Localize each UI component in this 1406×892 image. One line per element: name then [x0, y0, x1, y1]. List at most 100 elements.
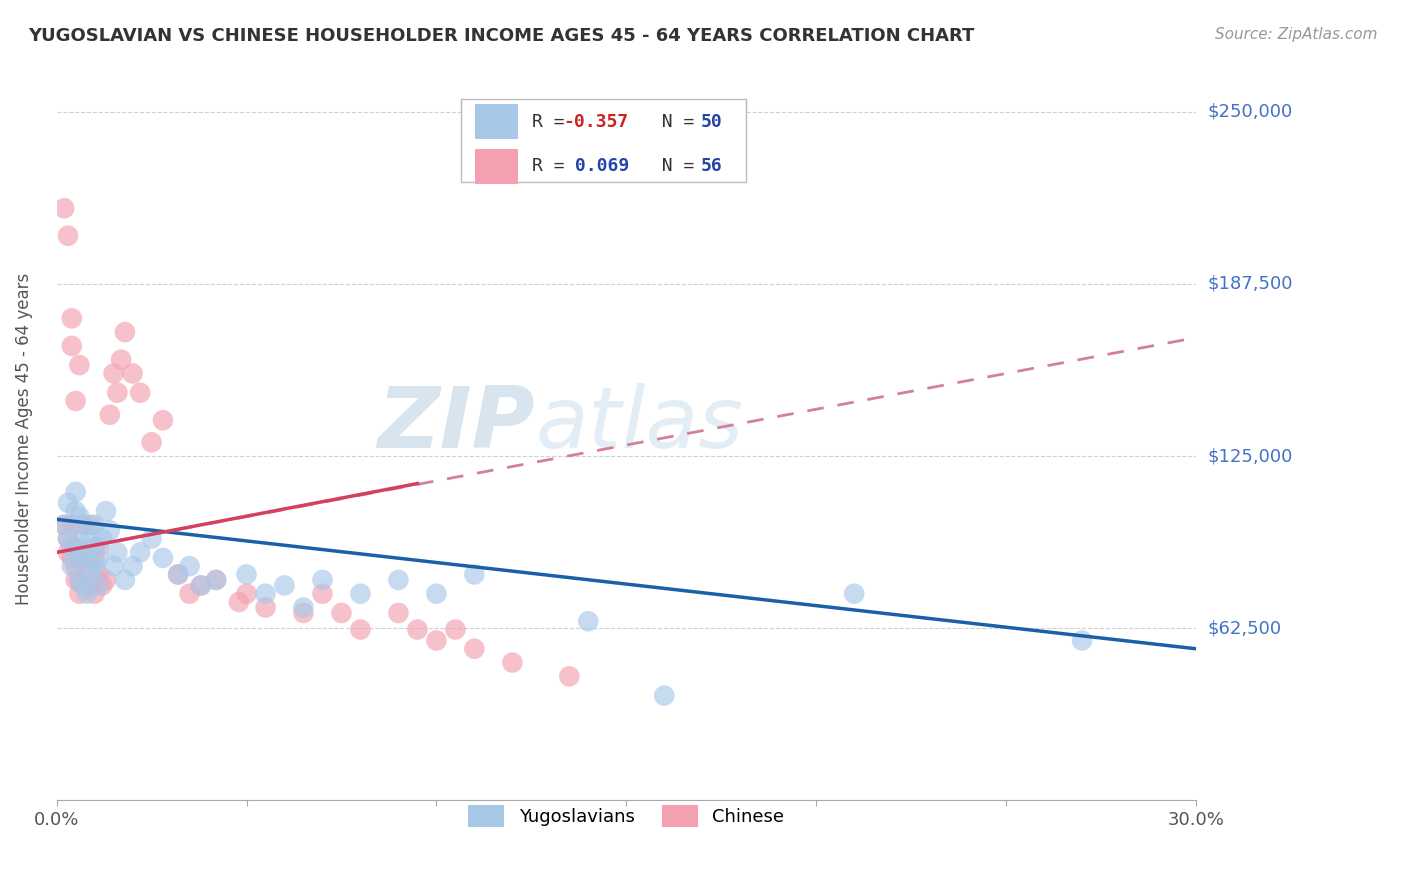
Point [273, 578, 295, 592]
Point [76, 550, 98, 565]
Point [80, 567, 103, 582]
Point [72, 545, 94, 559]
Point [105, 545, 128, 559]
Point [67, 532, 90, 546]
Bar [475, 149, 517, 184]
Point [844, 587, 866, 601]
Point [80, 517, 103, 532]
Point [76, 559, 98, 574]
Point [65, 550, 87, 565]
Point [76, 587, 98, 601]
Point [141, 532, 163, 546]
Point [56, 545, 79, 559]
Point [576, 614, 599, 628]
Point [80, 532, 103, 546]
Point [83, 559, 105, 574]
Text: atlas: atlas [536, 383, 744, 466]
Text: YUGOSLAVIAN VS CHINESE HOUSEHOLDER INCOME AGES 45 - 64 YEARS CORRELATION CHART: YUGOSLAVIAN VS CHINESE HOUSEHOLDER INCOM… [28, 27, 974, 45]
Point [67, 550, 90, 565]
Point [179, 587, 201, 601]
Point [103, 559, 125, 574]
Text: N =: N = [640, 157, 706, 176]
Point [425, 633, 447, 648]
Text: 0.069: 0.069 [564, 157, 628, 176]
Point [87, 567, 110, 582]
Point [152, 413, 174, 427]
Text: $250,000: $250,000 [1208, 103, 1292, 120]
Point [72, 517, 94, 532]
Point [80, 578, 103, 592]
Point [91, 578, 114, 592]
Point [179, 559, 201, 574]
Point [103, 367, 125, 381]
Legend: Yugoslavians, Chinese: Yugoslavians, Chinese [461, 798, 792, 835]
Point [205, 573, 228, 587]
Text: Source: ZipAtlas.com: Source: ZipAtlas.com [1215, 27, 1378, 42]
Point [67, 358, 90, 372]
Point [235, 567, 257, 582]
Point [190, 578, 212, 592]
Point [292, 600, 315, 615]
Point [110, 352, 132, 367]
Point [65, 540, 87, 554]
Point [87, 540, 110, 554]
Bar [475, 104, 517, 139]
Point [228, 595, 250, 609]
Point [76, 550, 98, 565]
Point [349, 623, 371, 637]
Point [652, 689, 675, 703]
Point [121, 367, 143, 381]
Point [60, 540, 83, 554]
Point [425, 587, 447, 601]
Point [87, 550, 110, 565]
Point [114, 573, 136, 587]
Point [254, 600, 277, 615]
Point [558, 669, 581, 683]
Text: N =: N = [640, 112, 706, 130]
Text: R =: R = [531, 157, 575, 176]
Point [91, 532, 114, 546]
Point [1071, 633, 1094, 648]
Point [83, 517, 105, 532]
Point [60, 517, 83, 532]
Point [53, 517, 76, 532]
Point [56, 228, 79, 243]
Point [94, 504, 117, 518]
Point [129, 545, 152, 559]
Point [65, 504, 87, 518]
Point [67, 587, 90, 601]
Point [60, 559, 83, 574]
Point [67, 509, 90, 524]
Point [72, 578, 94, 592]
Point [114, 325, 136, 339]
Point [65, 559, 87, 574]
Point [205, 573, 228, 587]
Point [311, 573, 333, 587]
Point [463, 641, 485, 656]
Point [56, 496, 79, 510]
Point [87, 578, 110, 592]
Point [72, 578, 94, 592]
Point [311, 587, 333, 601]
Point [65, 394, 87, 409]
Point [387, 573, 409, 587]
Point [60, 311, 83, 326]
Point [56, 532, 79, 546]
Point [167, 567, 190, 582]
Point [254, 587, 277, 601]
Text: $62,500: $62,500 [1208, 619, 1281, 637]
Point [83, 587, 105, 601]
Point [67, 573, 90, 587]
Point [60, 550, 83, 565]
Point [65, 484, 87, 499]
Point [72, 517, 94, 532]
Point [463, 567, 485, 582]
Point [121, 559, 143, 574]
FancyBboxPatch shape [461, 99, 747, 182]
Text: -0.357: -0.357 [564, 112, 628, 130]
Text: $125,000: $125,000 [1208, 447, 1292, 465]
Point [167, 567, 190, 582]
Point [94, 573, 117, 587]
Point [83, 550, 105, 565]
Point [330, 606, 353, 620]
